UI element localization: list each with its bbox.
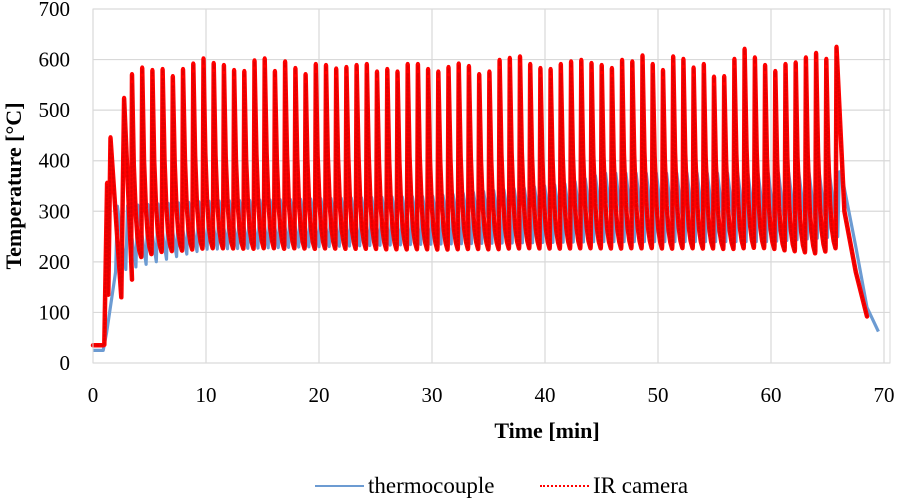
y-tick-label: 100 (39, 300, 71, 324)
x-tick-label: 50 (648, 383, 669, 407)
x-tick-label: 70 (874, 383, 895, 407)
y-axis-title: Temperature [°C] (1, 102, 26, 269)
x-tick-label: 60 (761, 383, 782, 407)
plot-area-border (92, 8, 891, 364)
x-tick-label: 10 (196, 383, 217, 407)
y-axis-tick-labels: 0 100 200 300 400 500 600 700 (39, 0, 71, 375)
x-tick-label: 0 (88, 383, 99, 407)
x-tick-label: 40 (535, 383, 556, 407)
series-ir-camera (90, 44, 870, 348)
temperature-chart: 0 100 200 300 400 500 600 700 0 10 20 30 40 50 60 70 T… (1, 0, 895, 443)
ir-camera-dotted-swatch-icon (540, 485, 589, 487)
legend-label-thermocouple: thermocouple (368, 473, 495, 498)
legend-label-ir-camera: IR camera (593, 473, 689, 498)
legend-item-ir-camera: IR camera (540, 470, 688, 502)
x-tick-label: 20 (309, 383, 330, 407)
y-tick-label: 200 (39, 250, 71, 274)
y-tick-label: 600 (39, 48, 71, 72)
y-tick-label: 0 (60, 351, 71, 375)
y-tick-label: 700 (39, 0, 71, 21)
y-tick-label: 300 (39, 199, 71, 223)
thermocouple-line-swatch-icon (315, 485, 364, 487)
x-axis-title: Time [min] (494, 418, 599, 443)
y-tick-label: 500 (39, 98, 71, 122)
x-axis-tick-labels: 0 10 20 30 40 50 60 70 (88, 383, 895, 407)
y-tick-label: 400 (39, 149, 71, 173)
legend: thermocouple IR camera (0, 470, 903, 502)
series-thermocouple (93, 170, 880, 352)
x-tick-label: 30 (422, 383, 443, 407)
legend-item-thermocouple: thermocouple (315, 470, 494, 502)
